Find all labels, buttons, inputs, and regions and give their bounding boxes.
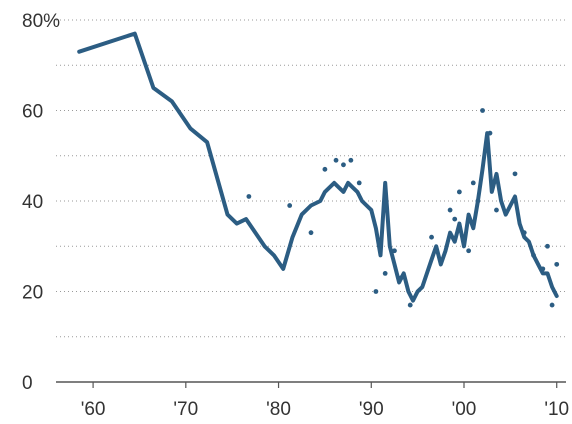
data-series — [77, 31, 560, 308]
data-point — [348, 157, 354, 163]
data-point — [512, 171, 518, 177]
x-tick-label: '10 — [544, 399, 569, 420]
x-tick-label: '90 — [359, 399, 384, 420]
data-point — [549, 302, 555, 308]
data-point — [246, 194, 252, 199]
data-point — [429, 234, 434, 240]
data-point — [308, 230, 314, 236]
data-point — [494, 207, 499, 213]
data-point — [398, 275, 404, 281]
data-point — [322, 166, 328, 172]
data-point — [333, 157, 339, 163]
data-point — [521, 230, 527, 236]
data-point — [452, 216, 458, 222]
data-point — [356, 180, 362, 186]
x-tick-label: '80 — [266, 399, 291, 420]
y-tick-label: 80% — [22, 11, 60, 32]
y-tick-label: 60 — [22, 102, 43, 123]
x-tick-label: '70 — [173, 399, 198, 420]
data-point — [407, 302, 413, 308]
data-point — [287, 203, 293, 208]
data-point — [456, 189, 462, 195]
y-tick-label: 40 — [22, 192, 43, 213]
gridlines — [56, 19, 566, 338]
x-tick-label: '60 — [81, 399, 106, 420]
data-point — [531, 252, 536, 258]
data-point — [466, 248, 472, 254]
data-point — [447, 207, 453, 213]
y-tick-label: 0 — [22, 373, 33, 394]
x-axis: '60 '70 '80 '90 '00 '10 — [56, 381, 569, 420]
x-tick-label: '00 — [452, 399, 477, 420]
data-point — [341, 162, 346, 168]
data-point — [554, 261, 560, 267]
series-line — [77, 31, 559, 303]
data-point — [470, 180, 476, 186]
data-point — [475, 198, 481, 204]
data-point — [373, 289, 379, 294]
y-axis-tick-labels: 0 20 40 60 80% — [22, 11, 60, 394]
data-point — [487, 130, 493, 136]
data-point — [480, 108, 485, 113]
data-point — [382, 271, 388, 276]
y-tick-label: 20 — [22, 283, 43, 304]
data-point — [392, 248, 397, 254]
data-point — [540, 266, 546, 272]
data-point — [545, 243, 550, 249]
